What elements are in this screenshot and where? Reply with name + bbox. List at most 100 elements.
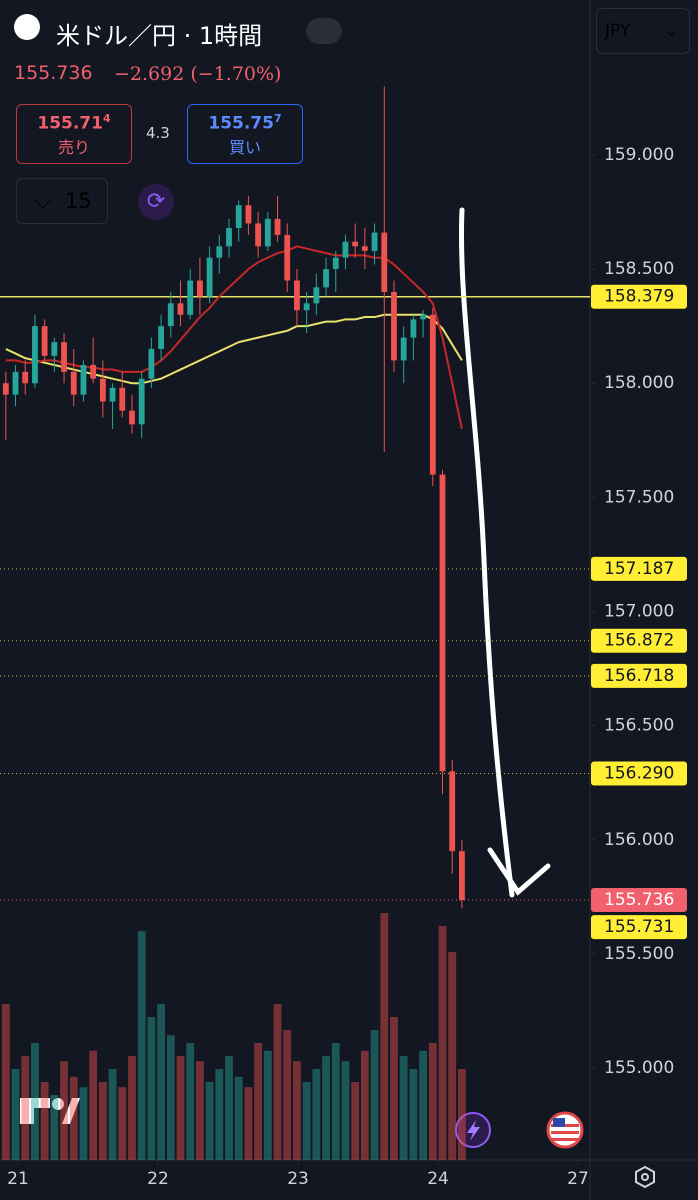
- volume-bar: [263, 1050, 272, 1160]
- sync-icon[interactable]: ⟳: [138, 184, 174, 220]
- buy-price: 155.75: [208, 113, 274, 134]
- us-flag-icon[interactable]: [546, 1111, 584, 1149]
- volume-bar: [322, 1056, 330, 1160]
- volume-bar: [147, 1017, 156, 1160]
- volume-bar: [108, 1069, 117, 1160]
- volume-bar: [254, 1043, 263, 1160]
- y-tick-label: 158.500: [604, 259, 674, 279]
- candle-body: [391, 291, 397, 361]
- candle-body: [177, 303, 184, 315]
- buy-label: 買い: [228, 137, 261, 157]
- candle-body: [206, 257, 213, 297]
- candle-body: [187, 280, 194, 315]
- volume-bar: [225, 1056, 233, 1160]
- candle-body: [148, 349, 155, 379]
- price-label-bg: [591, 628, 687, 653]
- currency-select[interactable]: JPY ⌄: [596, 8, 690, 54]
- volume-bar: [50, 1095, 59, 1160]
- currency: JPY: [605, 21, 631, 41]
- candle-body: [80, 364, 87, 395]
- volume-bar: [186, 1043, 195, 1160]
- price-change: −2.692 (−1.70%): [114, 63, 282, 85]
- y-tick-label: 156.000: [604, 830, 674, 850]
- candle-body: [449, 771, 456, 852]
- candle-body: [361, 246, 368, 251]
- price-label: 156.718: [604, 666, 674, 686]
- volume-bar: [341, 1061, 350, 1160]
- sell-label: 売り: [57, 137, 90, 157]
- candle-body: [129, 410, 135, 425]
- candle-body: [12, 371, 19, 395]
- volume-bar: [195, 1061, 204, 1160]
- candle-body: [371, 232, 378, 251]
- sell-price: 155.71: [37, 113, 103, 134]
- candle-body: [429, 314, 436, 475]
- volume-bar: [331, 1043, 340, 1160]
- candle-body: [381, 232, 388, 292]
- candle-body: [410, 319, 417, 338]
- buy-price-sup: 7: [273, 112, 282, 125]
- volume-bar: [98, 1082, 107, 1160]
- volume-bar: [312, 1069, 321, 1160]
- candle-body: [138, 378, 145, 425]
- volume-bar: [157, 1004, 165, 1160]
- candle-body: [284, 234, 291, 281]
- candle-body: [264, 218, 271, 247]
- lightning-icon[interactable]: [455, 1112, 491, 1148]
- volume-bar: [419, 1050, 428, 1160]
- volume-bar: [11, 1069, 20, 1160]
- candle-body: [458, 851, 465, 901]
- volume-bar: [137, 931, 146, 1160]
- price-label-bg: [591, 663, 687, 688]
- candle-body: [274, 218, 281, 235]
- volume-bar: [360, 1050, 369, 1160]
- volume-bar: [166, 1035, 175, 1160]
- volume-bar: [409, 1069, 418, 1160]
- candle-body: [226, 228, 232, 247]
- volume-bar: [31, 1043, 39, 1160]
- candle-body: [352, 241, 359, 247]
- candle-body: [70, 371, 77, 395]
- candle-body: [99, 378, 106, 402]
- volume-bar: [79, 1087, 88, 1160]
- volume-bar: [399, 1056, 408, 1160]
- interval-value: 15: [64, 189, 92, 213]
- volume-bar: [89, 1050, 98, 1160]
- x-tick-label: 23: [287, 1169, 309, 1189]
- price-label-bg: [591, 761, 687, 786]
- volume-bar: [118, 1087, 127, 1160]
- candle-body: [90, 364, 97, 379]
- volume-bar: [457, 1069, 466, 1160]
- buy-button[interactable]: 155.757 買い: [187, 104, 303, 164]
- candle-body: [167, 303, 174, 327]
- symbol-title: 米ドル／円 · 1時間: [56, 22, 263, 50]
- volume-bar: [390, 1017, 398, 1160]
- candle-body: [196, 280, 203, 297]
- candle-body: [216, 246, 223, 258]
- volume-bar: [380, 913, 389, 1160]
- candle-body: [303, 303, 310, 311]
- y-tick-label: 159.000: [604, 145, 674, 165]
- candle-body: [439, 474, 446, 772]
- interval-toggle[interactable]: ⌵ 15: [16, 178, 108, 224]
- sell-button[interactable]: 155.714 売り: [16, 104, 132, 164]
- candle-body: [400, 337, 407, 361]
- volume-bar: [215, 1069, 224, 1160]
- candle-body: [245, 205, 252, 224]
- collapse-button[interactable]: [306, 18, 342, 44]
- candle-body: [235, 205, 242, 229]
- price-label: 156.872: [604, 631, 674, 651]
- candle-body: [255, 223, 262, 247]
- y-tick-label: 158.000: [604, 373, 674, 393]
- volume-bar: [21, 1056, 30, 1160]
- volume-bar: [273, 1004, 282, 1160]
- drawn-arrow: [458, 207, 551, 898]
- candle-body: [332, 257, 339, 270]
- settings-icon[interactable]: [635, 1165, 655, 1189]
- price-label: 156.290: [604, 764, 674, 784]
- candle-body: [323, 269, 329, 288]
- candle-body: [294, 280, 300, 311]
- volume-bar: [69, 1076, 78, 1160]
